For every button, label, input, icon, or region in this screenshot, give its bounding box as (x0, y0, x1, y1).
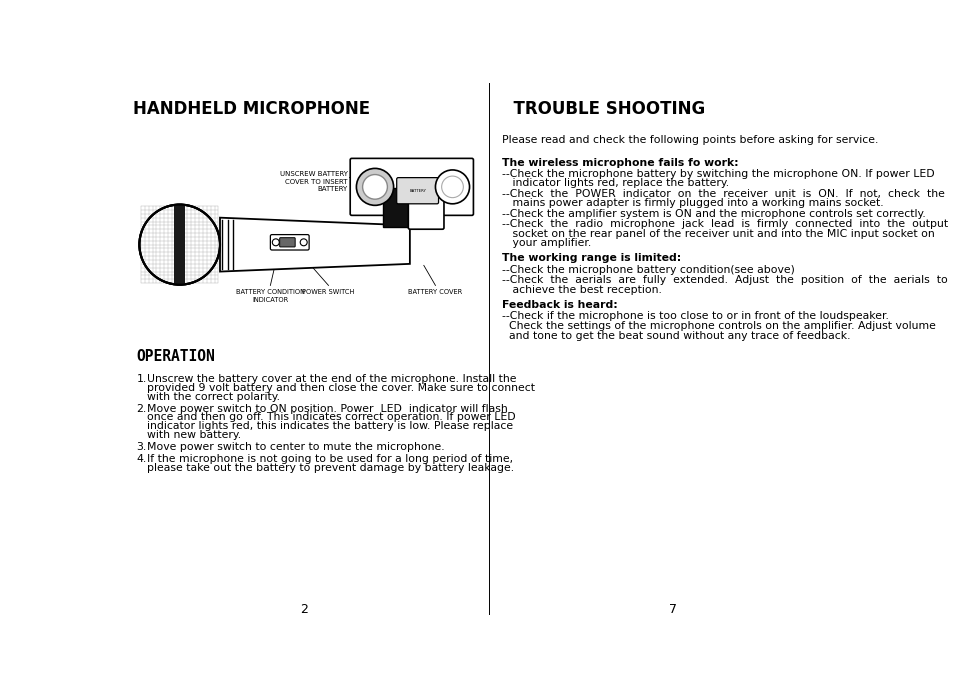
Text: 3.: 3. (136, 442, 147, 452)
Text: --Check  the  aerials  are  fully  extended.  Adjust  the  position  of  the  ae: --Check the aerials are fully extended. … (501, 275, 947, 285)
Text: BATTERY: BATTERY (409, 189, 426, 193)
Circle shape (139, 205, 220, 285)
Circle shape (362, 175, 387, 199)
Text: BATTERY COVER: BATTERY COVER (408, 290, 462, 295)
Text: 4.: 4. (136, 454, 147, 464)
Text: BATTERY CONDITION
INDICATOR: BATTERY CONDITION INDICATOR (235, 290, 305, 303)
Text: indicator lights red, this indicates the battery is low. Please replace: indicator lights red, this indicates the… (147, 422, 513, 431)
Text: --Check  the  POWER  indicator  on  the  receiver  unit  is  ON.  If  not,  chec: --Check the POWER indicator on the recei… (501, 189, 944, 199)
FancyBboxPatch shape (174, 205, 185, 285)
Text: mains power adapter is firmly plugged into a working mains socket.: mains power adapter is firmly plugged in… (501, 198, 882, 209)
Text: --Check the microphone battery condition(see above): --Check the microphone battery condition… (501, 265, 794, 274)
Text: Move power switch to ON position. Power  LED  indicator will flash: Move power switch to ON position. Power … (147, 404, 507, 414)
FancyBboxPatch shape (279, 238, 294, 247)
Circle shape (441, 176, 463, 198)
Text: please take out the battery to prevent damage by battery leakage.: please take out the battery to prevent d… (147, 463, 514, 473)
Text: once and then go off. This indicates correct operation. If power LED: once and then go off. This indicates cor… (147, 413, 516, 422)
Text: with new battery.: with new battery. (147, 430, 241, 440)
Circle shape (300, 239, 307, 246)
Text: provided 9 volt battery and then close the cover. Make sure to connect: provided 9 volt battery and then close t… (147, 383, 535, 393)
Text: with the correct polarity.: with the correct polarity. (147, 392, 280, 401)
Text: The wireless microphone fails fo work:: The wireless microphone fails fo work: (501, 158, 738, 168)
FancyBboxPatch shape (382, 189, 410, 227)
Polygon shape (220, 218, 410, 272)
Text: --Check if the microphone is too close to or in front of the loudspeaker.: --Check if the microphone is too close t… (501, 311, 888, 321)
Text: achieve the best reception.: achieve the best reception. (501, 285, 661, 294)
Text: Unscrew the battery cover at the end of the microphone. Install the: Unscrew the battery cover at the end of … (147, 374, 517, 384)
Text: Check the settings of the microphone controls on the amplifier. Adjust volume: Check the settings of the microphone con… (501, 321, 935, 331)
Text: 2: 2 (299, 603, 307, 616)
FancyBboxPatch shape (270, 235, 309, 250)
Text: HANDHELD MICROPHONE: HANDHELD MICROPHONE (133, 100, 370, 118)
Circle shape (272, 239, 279, 246)
Text: POWER SWITCH: POWER SWITCH (302, 290, 355, 295)
Text: --Check  the  radio  microphone  jack  lead  is  firmly  connected  into  the  o: --Check the radio microphone jack lead i… (501, 219, 947, 229)
Text: OPERATION: OPERATION (136, 348, 214, 363)
Text: Please read and check the following points before asking for service.: Please read and check the following poin… (501, 135, 878, 145)
Circle shape (356, 169, 394, 205)
Text: your amplifier.: your amplifier. (501, 238, 591, 249)
Text: UNSCREW BATTERY
COVER TO INSERT
BATTERY: UNSCREW BATTERY COVER TO INSERT BATTERY (279, 171, 348, 193)
Text: --Check the amplifier system is ON and the microphone controls set correctly.: --Check the amplifier system is ON and t… (501, 209, 924, 219)
Circle shape (435, 170, 469, 204)
Text: TROUBLE SHOOTING: TROUBLE SHOOTING (501, 100, 704, 118)
Text: Move power switch to center to mute the microphone.: Move power switch to center to mute the … (147, 442, 444, 452)
FancyBboxPatch shape (408, 186, 443, 229)
Text: If the microphone is not going to be used for a long period of time,: If the microphone is not going to be use… (147, 454, 513, 464)
Text: 7: 7 (669, 603, 677, 616)
Text: 1.: 1. (136, 374, 147, 384)
Text: 2.: 2. (136, 404, 147, 414)
Text: socket on the rear panel of the receiver unit and into the MIC input socket on: socket on the rear panel of the receiver… (501, 229, 934, 239)
FancyBboxPatch shape (350, 158, 473, 216)
Text: indicator lights red, replace the battery.: indicator lights red, replace the batter… (501, 178, 728, 189)
Text: and tone to get the beat sound without any trace of feedback.: and tone to get the beat sound without a… (501, 331, 850, 341)
Text: Feedback is heard:: Feedback is heard: (501, 300, 618, 310)
Text: The working range is limited:: The working range is limited: (501, 254, 680, 263)
Text: --Check the microphone battery by switching the microphone ON. If power LED: --Check the microphone battery by switch… (501, 169, 934, 179)
FancyBboxPatch shape (396, 178, 438, 204)
